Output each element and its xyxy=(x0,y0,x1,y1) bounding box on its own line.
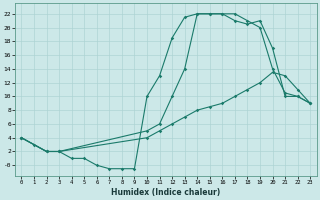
X-axis label: Humidex (Indice chaleur): Humidex (Indice chaleur) xyxy=(111,188,220,197)
